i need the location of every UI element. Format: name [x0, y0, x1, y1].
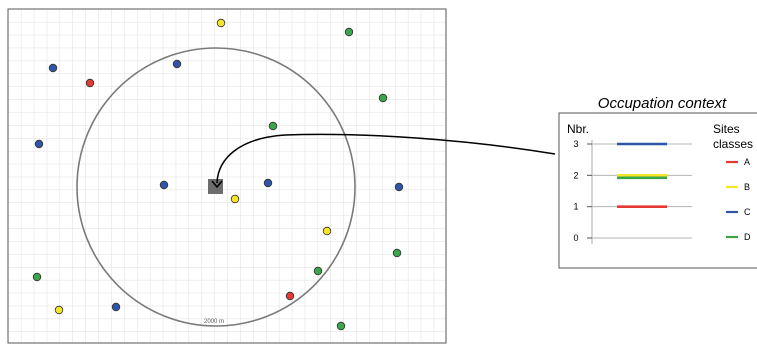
site-point-c: [172, 59, 182, 69]
site-point-d: [32, 272, 42, 282]
site-point-d: [336, 321, 346, 331]
context-link-arrow: [216, 133, 556, 184]
y-tick-label: 3: [573, 139, 578, 149]
legend-label-c: C: [744, 207, 751, 217]
y-tick-label: 2: [573, 170, 578, 180]
map-frame: [7, 8, 447, 344]
buffer-circle: [76, 47, 356, 327]
site-point-a: [85, 78, 95, 88]
site-point-c: [48, 63, 58, 73]
site-point-c: [159, 180, 169, 190]
legend-label-d: D: [744, 232, 751, 242]
site-point-b: [54, 305, 64, 315]
site-point-c: [34, 139, 44, 149]
legend: A B C D: [726, 157, 751, 242]
site-point-d: [313, 266, 323, 276]
site-point-b: [322, 226, 332, 236]
site-point-d: [378, 93, 388, 103]
legend-label-a: A: [744, 157, 750, 167]
site-point-c: [111, 302, 121, 312]
scale-label: 2000 m: [204, 319, 224, 325]
y-tick-labels: 3 2 1 0: [573, 139, 578, 243]
context-panel: Occupation context Nbr. Sites classes : …: [558, 95, 757, 269]
focal-site-marker: [208, 179, 223, 194]
site-point-d: [392, 248, 402, 258]
site-point-d: [344, 27, 354, 37]
chart-bars: [617, 142, 667, 208]
context-title: Occupation context: [598, 95, 727, 112]
arrow-head: [211, 180, 223, 189]
map-panel: 2000 m: [7, 8, 556, 344]
y-tick-label: 0: [573, 233, 578, 243]
site-point-d: [268, 121, 278, 131]
y-tick-label: 1: [573, 202, 578, 212]
y-axis-label: Nbr.: [567, 122, 589, 136]
site-point-c: [263, 178, 273, 188]
site-point-a: [285, 291, 295, 301]
legend-label-b: B: [744, 182, 750, 192]
site-point-b: [230, 194, 240, 204]
site-point-c: [394, 182, 404, 192]
site-point-b: [216, 18, 226, 28]
legend-title-classes: classes :: [713, 137, 757, 151]
site-points: [32, 18, 404, 331]
legend-title-sites: Sites: [713, 122, 740, 136]
